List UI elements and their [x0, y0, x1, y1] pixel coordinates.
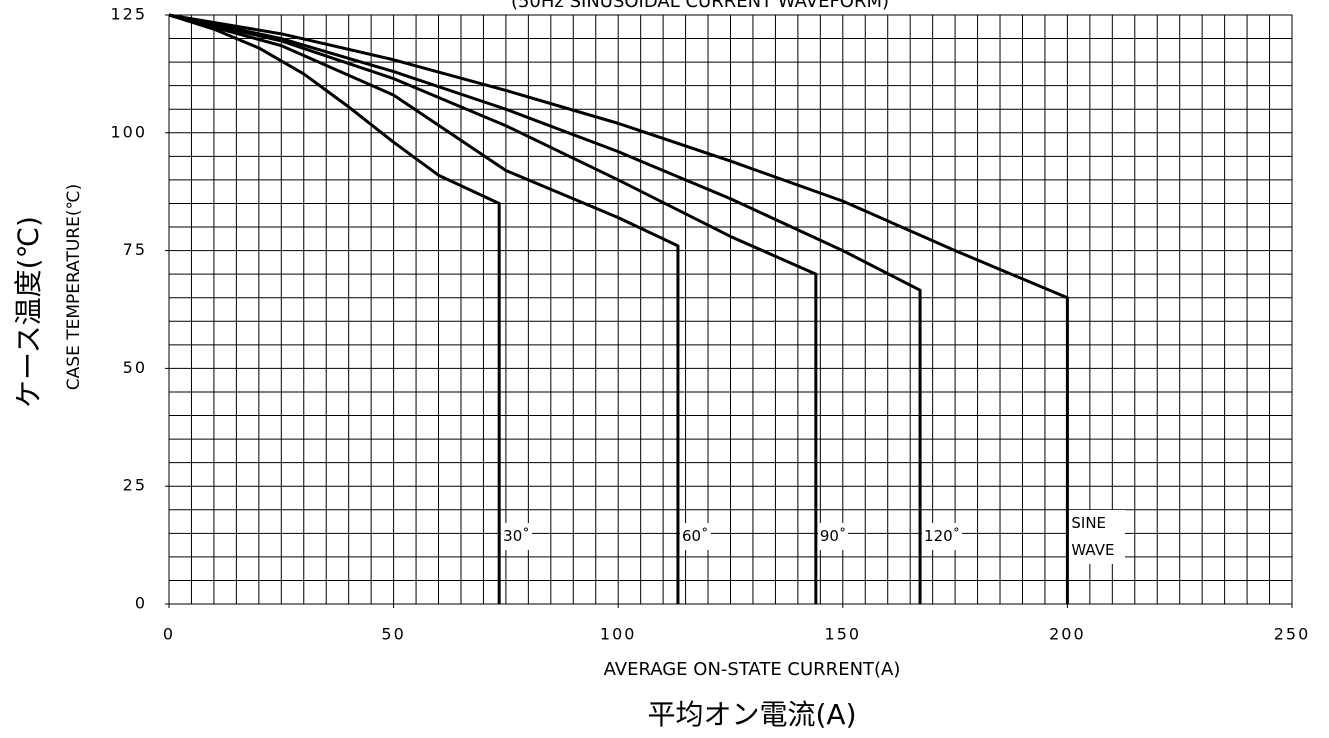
y-tick-label: 25: [123, 476, 147, 495]
series-line: [168, 13, 922, 604]
plot-frame: [168, 14, 1293, 605]
series-line: [168, 13, 1069, 604]
y-tick-label: 125: [110, 5, 147, 24]
y-tick-label: 50: [123, 358, 147, 377]
y-tick-label: 75: [123, 240, 147, 259]
series-label: 30˚: [501, 523, 532, 550]
series-label: 90˚: [817, 523, 849, 550]
series-line: [168, 13, 818, 604]
y-axis-label-ja: ケース温度(℃): [12, 216, 45, 408]
series-line: [168, 13, 501, 604]
x-tick-label: 250: [1274, 625, 1311, 644]
x-axis-label: AVERAGE ON-STATE CURRENT(A): [604, 659, 901, 680]
x-tick-label: 50: [381, 625, 405, 644]
series-label: SINE WAVE: [1069, 510, 1126, 564]
x-tick-label: 100: [600, 625, 637, 644]
series-label: 60˚: [679, 523, 711, 550]
y-tick-label: 100: [110, 122, 147, 141]
y-axis-label: CASE TEMPERATURE(℃): [64, 184, 84, 390]
chart-subtitle: (50Hz SINUSOIDAL CURRENT WAVEFORM): [511, 0, 889, 12]
x-tick-label: 150: [825, 625, 862, 644]
y-tick-label: 0: [135, 594, 147, 613]
series-label: 120˚: [922, 523, 963, 550]
series-line: [168, 13, 680, 604]
x-tick-label: 0: [163, 625, 175, 644]
x-tick-label: 200: [1049, 625, 1086, 644]
x-axis-label-ja: 平均オン電流(A): [647, 698, 856, 731]
